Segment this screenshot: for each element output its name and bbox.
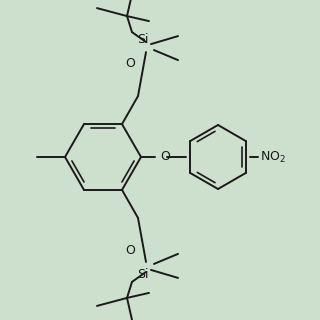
Text: O: O	[160, 149, 170, 163]
Text: NO$_2$: NO$_2$	[260, 149, 286, 164]
Text: Si: Si	[137, 33, 149, 46]
Text: Si: Si	[137, 268, 149, 281]
Text: O: O	[125, 244, 135, 257]
Text: O: O	[125, 57, 135, 70]
